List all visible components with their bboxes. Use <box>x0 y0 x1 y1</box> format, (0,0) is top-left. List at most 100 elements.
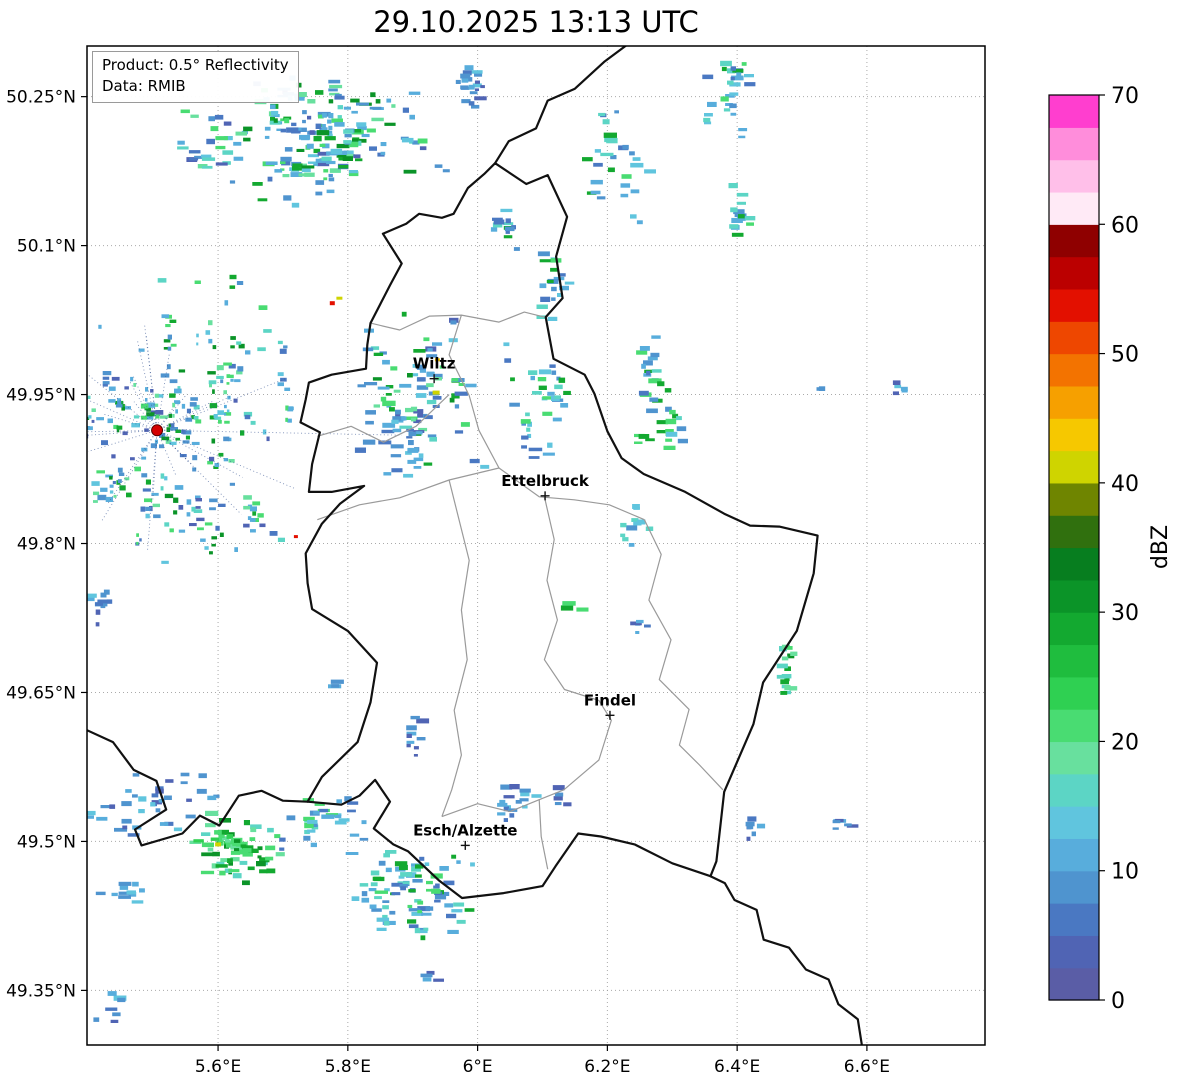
echo-bin <box>329 84 343 89</box>
echo-bin <box>307 154 319 158</box>
product-info-box: Product: 0.5° Reflectivity Data: RMIB <box>92 51 299 103</box>
echo-bin <box>403 473 414 478</box>
echo-bin <box>212 345 217 350</box>
colorbar-tick-label: 70 <box>1111 84 1139 109</box>
echo-bin <box>416 364 426 370</box>
echo-bin <box>776 663 788 669</box>
echo-bin <box>423 337 430 342</box>
echo-bin <box>182 440 190 444</box>
echo-bin <box>356 122 367 127</box>
echo-bin <box>191 506 196 512</box>
echo-bin <box>264 126 271 131</box>
echo-bin <box>216 365 224 371</box>
echo-bin <box>672 413 679 419</box>
echo-bin <box>636 220 643 225</box>
echo-bin <box>727 80 734 85</box>
echo-bin <box>290 172 303 177</box>
radar-spoke <box>129 380 158 431</box>
echo-bin <box>559 285 569 291</box>
echo-bin <box>200 870 215 875</box>
echo-bin <box>651 369 662 373</box>
echo-bin <box>201 165 213 169</box>
echo-bin <box>413 419 422 424</box>
echo-bin <box>307 819 318 824</box>
echo-bin <box>163 347 170 350</box>
echo-bin <box>730 76 735 81</box>
echo-bin <box>725 103 733 106</box>
y-tick-label: 49.5°N <box>17 832 76 852</box>
x-tick-label: 6.6°E <box>844 1057 890 1077</box>
echo-bin <box>451 378 459 382</box>
echo-bin <box>669 409 676 415</box>
radar-spoke <box>156 354 170 431</box>
echo-bin <box>172 402 176 408</box>
echo-bin <box>121 818 132 824</box>
echo-bin <box>215 162 228 166</box>
echo-bin <box>105 1007 118 1011</box>
echo-bin <box>237 366 244 372</box>
echo-bin <box>288 406 294 411</box>
echo-bin <box>133 383 137 387</box>
echo-bin <box>563 390 571 395</box>
echo-bin <box>732 68 744 73</box>
echo-bin <box>327 133 333 138</box>
echo-bin <box>560 605 574 611</box>
echo-bin <box>664 388 672 393</box>
echo-bin <box>257 513 264 518</box>
echo-bin <box>412 140 420 145</box>
echo-bin <box>169 528 174 533</box>
echo-bin <box>102 381 110 385</box>
echo-bin <box>411 866 421 872</box>
echo-bin <box>521 445 527 449</box>
echo-bin <box>193 839 204 843</box>
echo-bin <box>238 343 245 349</box>
echo-bin <box>348 170 358 174</box>
echo-bin <box>316 130 330 136</box>
radar-spoke <box>156 400 215 431</box>
echo-bin <box>537 251 550 257</box>
echo-bin <box>103 589 110 595</box>
echo-bin <box>515 800 522 804</box>
echo-bin <box>415 864 424 869</box>
echo-bin <box>424 862 430 866</box>
echo-bin <box>729 103 737 109</box>
echo-bin <box>307 829 316 833</box>
radar-spokes <box>87 323 403 550</box>
echo-bin <box>168 413 172 418</box>
echo-bin <box>105 474 113 478</box>
echo-bin <box>334 95 345 100</box>
colorbar-segment <box>1049 838 1099 872</box>
echo-bin <box>554 802 562 806</box>
echo-bin <box>303 835 311 841</box>
echo-bin <box>230 857 240 862</box>
echo-bin <box>101 440 108 446</box>
echo-bin <box>461 99 471 104</box>
echo-bin <box>95 602 103 606</box>
echo-bin <box>230 345 235 349</box>
echo-bin <box>454 404 460 409</box>
echo-bin <box>361 891 368 897</box>
echo-bin <box>407 447 419 453</box>
echo-bin <box>345 852 359 855</box>
echo-bin <box>582 157 593 162</box>
echo-bin <box>656 430 666 434</box>
echo-bin <box>528 447 543 452</box>
echo-bin <box>391 468 403 473</box>
echo-bin <box>96 816 108 821</box>
echo-bin <box>315 191 323 196</box>
echo-bin <box>117 997 126 1003</box>
echo-bin <box>193 416 199 420</box>
echo-bin <box>91 481 100 486</box>
echo-bin <box>417 413 423 418</box>
radar-spoke <box>133 401 158 431</box>
echo-bin <box>351 110 358 114</box>
echo-bin <box>422 977 432 982</box>
echo-bin <box>319 808 329 813</box>
echo-bin <box>174 485 184 490</box>
echo-bin <box>169 441 177 445</box>
echo-bin <box>206 138 215 145</box>
echo-bin <box>154 393 160 398</box>
echo-bin <box>186 798 192 802</box>
echo-bin <box>406 731 417 736</box>
echo-bin <box>751 831 756 837</box>
